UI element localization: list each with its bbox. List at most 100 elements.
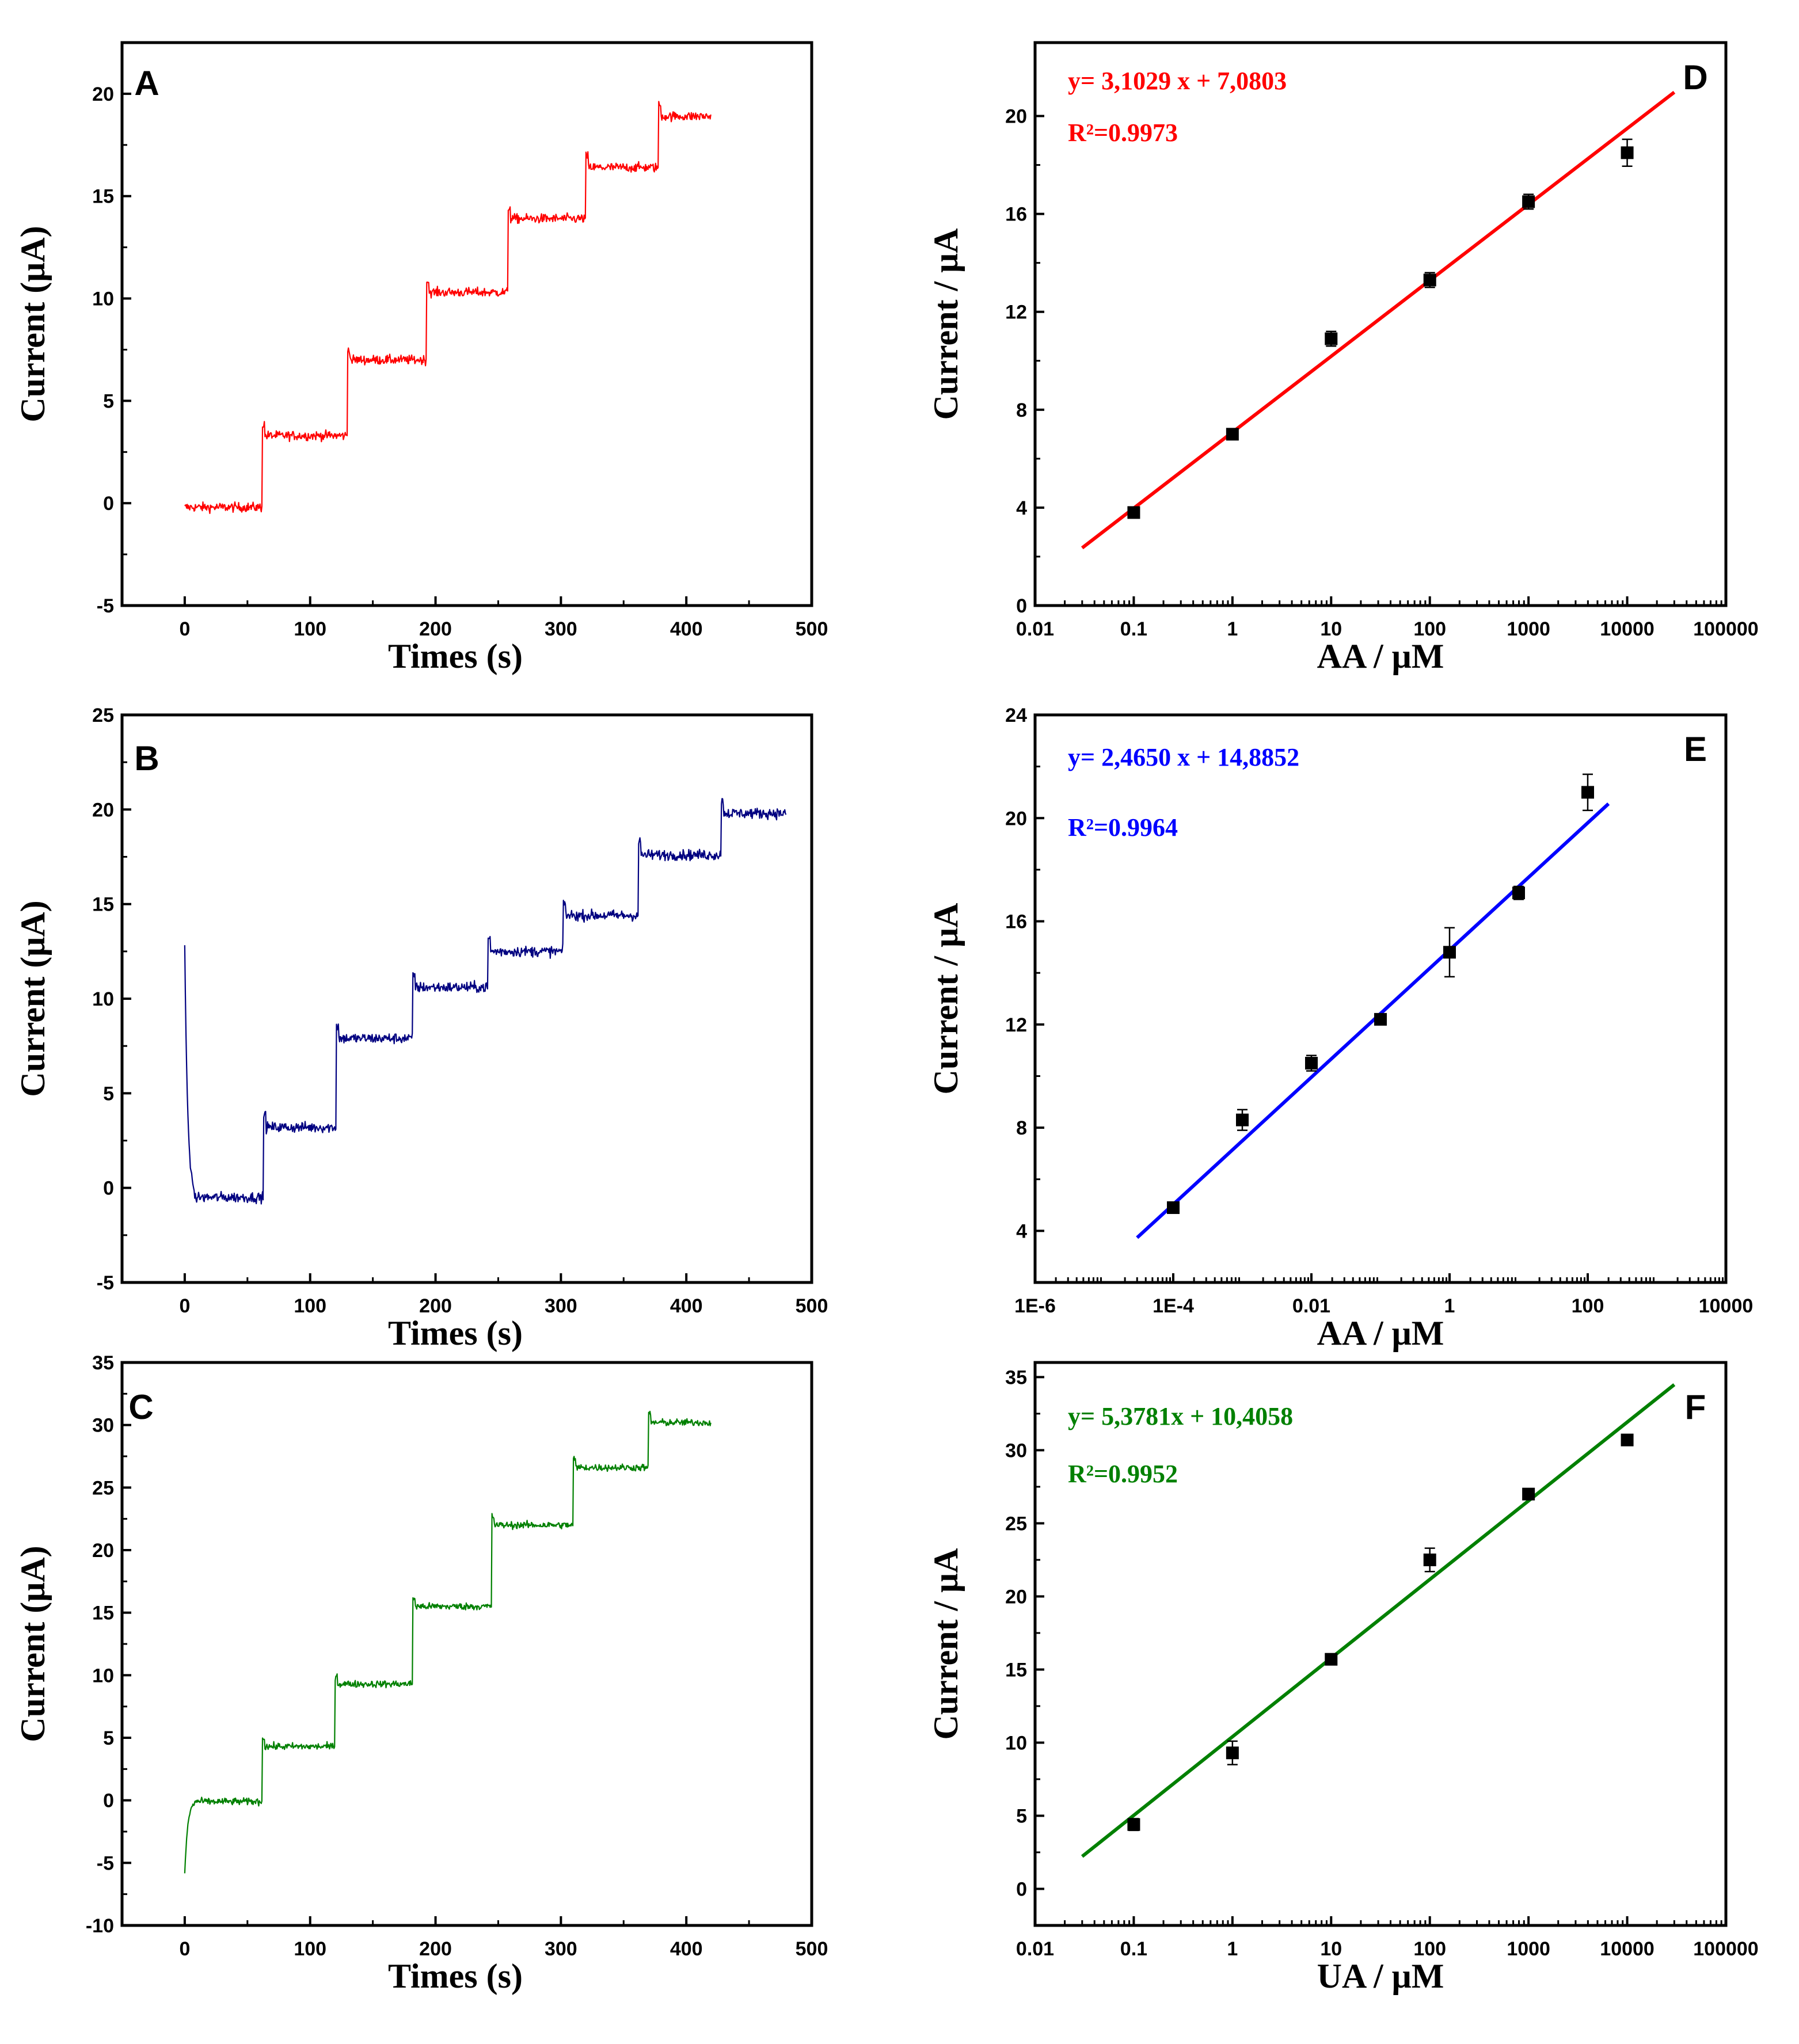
y-tick-label: 15 (1005, 1659, 1027, 1681)
y-axis-title: Current (μA) (14, 1546, 52, 1742)
y-tick-label: 25 (92, 705, 114, 726)
y-tick-label: -5 (97, 1272, 114, 1294)
x-tick-label: 500 (796, 1295, 828, 1317)
data-point (1522, 1487, 1535, 1501)
x-tick-label: 200 (419, 1938, 452, 1960)
y-tick-label: 0 (1016, 1878, 1027, 1900)
y-tick-label: 10 (92, 288, 114, 310)
current-trace-line (184, 101, 712, 515)
x-tick-label: 100000 (1693, 618, 1758, 640)
r-squared: R²=0.9964 (1068, 813, 1178, 842)
x-tick-label: 0.01 (1016, 618, 1054, 640)
x-tick-label: 100 (294, 1295, 326, 1317)
x-axis-ticks: 0.01 0.1 1 10 100 1000 10000 100000 (1016, 596, 1759, 640)
panel-b: 0 100 200 300 400 500 -5 0 5 10 15 20 25 Times (s) Cur… (14, 705, 828, 1352)
y-tick-label: 20 (92, 1540, 114, 1562)
x-tick-label: 0.1 (1120, 1938, 1147, 1960)
y-tick-label: 24 (1005, 705, 1027, 726)
x-tick-label: 100 (1413, 1938, 1446, 1960)
x-tick-label: 300 (545, 1295, 577, 1317)
y-axis-ticks: 0 4 8 12 16 20 (1005, 106, 1044, 617)
y-tick-label: 5 (103, 390, 114, 412)
y-axis-ticks: 4 8 12 16 20 24 (1005, 705, 1044, 1242)
x-axis-title: Times (s) (388, 1314, 523, 1352)
x-tick-label: 300 (545, 1938, 577, 1960)
x-tick-label: 10000 (1699, 1295, 1754, 1317)
x-tick-label: 1E-6 (1014, 1295, 1056, 1317)
y-tick-label: 12 (1005, 1014, 1027, 1036)
panel-letter: C (128, 1388, 153, 1426)
r-squared: R²=0.9973 (1068, 119, 1178, 147)
x-tick-label: 1000 (1507, 618, 1550, 640)
x-tick-label: 0 (179, 618, 190, 640)
x-tick-label: 100000 (1693, 1938, 1758, 1960)
y-tick-label: 25 (1005, 1513, 1027, 1535)
current-trace-line (184, 1410, 712, 1874)
x-tick-label: 300 (545, 618, 577, 640)
panel-letter: A (134, 64, 159, 102)
y-axis-title: Current / μA (927, 903, 965, 1095)
data-point (1127, 1818, 1140, 1831)
x-tick-label: 0.1 (1120, 618, 1147, 640)
data-point (1522, 195, 1535, 208)
x-tick-label: 100 (294, 1938, 326, 1960)
y-tick-label: -10 (86, 1915, 114, 1937)
x-axis-title: Times (s) (388, 1957, 523, 1995)
x-axis-title: AA / μM (1317, 637, 1444, 675)
y-tick-label: 0 (1016, 595, 1027, 617)
y-tick-label: -5 (97, 1852, 114, 1874)
panel-letter: B (134, 739, 159, 778)
data-point (1512, 886, 1525, 900)
data-point (1325, 1653, 1338, 1666)
data-point (1581, 786, 1594, 799)
x-tick-label: 200 (419, 1295, 452, 1317)
y-tick-label: 5 (103, 1083, 114, 1105)
y-axis-title: Current / μA (927, 229, 965, 420)
y-tick-label: 0 (103, 1178, 114, 1200)
data-point (1621, 146, 1634, 159)
x-tick-label: 1 (1227, 618, 1238, 640)
x-axis-ticks: 0 100 200 300 400 500 (121, 1916, 828, 1960)
x-axis-ticks: 0 100 200 300 400 500 (121, 596, 828, 640)
y-tick-label: 30 (1005, 1440, 1027, 1461)
y-axis-title: Current (μA) (14, 226, 52, 422)
y-tick-label: 20 (1005, 1586, 1027, 1608)
y-tick-label: 35 (92, 1352, 114, 1374)
data-point (1167, 1201, 1180, 1215)
x-tick-label: 10000 (1600, 618, 1655, 640)
panel-d: 0.01 0.1 1 10 100 1000 10000 100000 0 4 8 12 16 20 AA … (927, 41, 1759, 675)
y-tick-label: 12 (1005, 302, 1027, 323)
data-point (1621, 1433, 1634, 1447)
x-tick-label: 500 (796, 618, 828, 640)
plot-frame (1033, 1361, 1728, 1927)
y-tick-label: 4 (1016, 497, 1027, 519)
y-tick-label: 30 (92, 1415, 114, 1437)
panel-f: 0.01 0.1 1 10 100 1000 10000 100000 0 5 10 15 20 25 30… (927, 1361, 1759, 1995)
x-tick-label: 100 (1572, 1295, 1604, 1317)
x-axis-title: UA / μM (1317, 1957, 1444, 1995)
y-tick-label: 5 (1016, 1805, 1027, 1827)
x-tick-label: 0.01 (1292, 1295, 1330, 1317)
x-tick-label: 10000 (1600, 1938, 1655, 1960)
y-axis-ticks: -5 0 5 10 15 20 25 (92, 705, 131, 1294)
panel-letter: E (1684, 730, 1707, 768)
r-squared: R²=0.9952 (1068, 1460, 1178, 1488)
y-tick-label: 10 (92, 1665, 114, 1687)
x-axis-title: AA / μM (1317, 1314, 1444, 1352)
y-tick-label: 16 (1005, 204, 1027, 226)
x-axis-ticks: 1E-6 1E-4 0.01 1 100 10000 (1014, 1273, 1753, 1317)
plot-frame (120, 41, 813, 607)
x-tick-label: 400 (670, 1295, 703, 1317)
data-point (1423, 1553, 1436, 1566)
x-tick-label: 0 (179, 1938, 190, 1960)
data-point (1423, 273, 1436, 287)
data-point (1305, 1057, 1318, 1070)
x-axis-ticks: 0.01 0.1 1 10 100 1000 10000 100000 (1016, 1916, 1759, 1960)
y-axis-ticks: 0 5 10 15 20 25 30 35 (1005, 1367, 1044, 1900)
x-tick-label: 10 (1320, 618, 1342, 640)
fit-line (1081, 1383, 1676, 1858)
y-tick-label: 0 (103, 1790, 114, 1812)
fit-equation: y= 2,4650 x + 14,8852 (1068, 743, 1299, 771)
fit-line (1136, 802, 1610, 1239)
